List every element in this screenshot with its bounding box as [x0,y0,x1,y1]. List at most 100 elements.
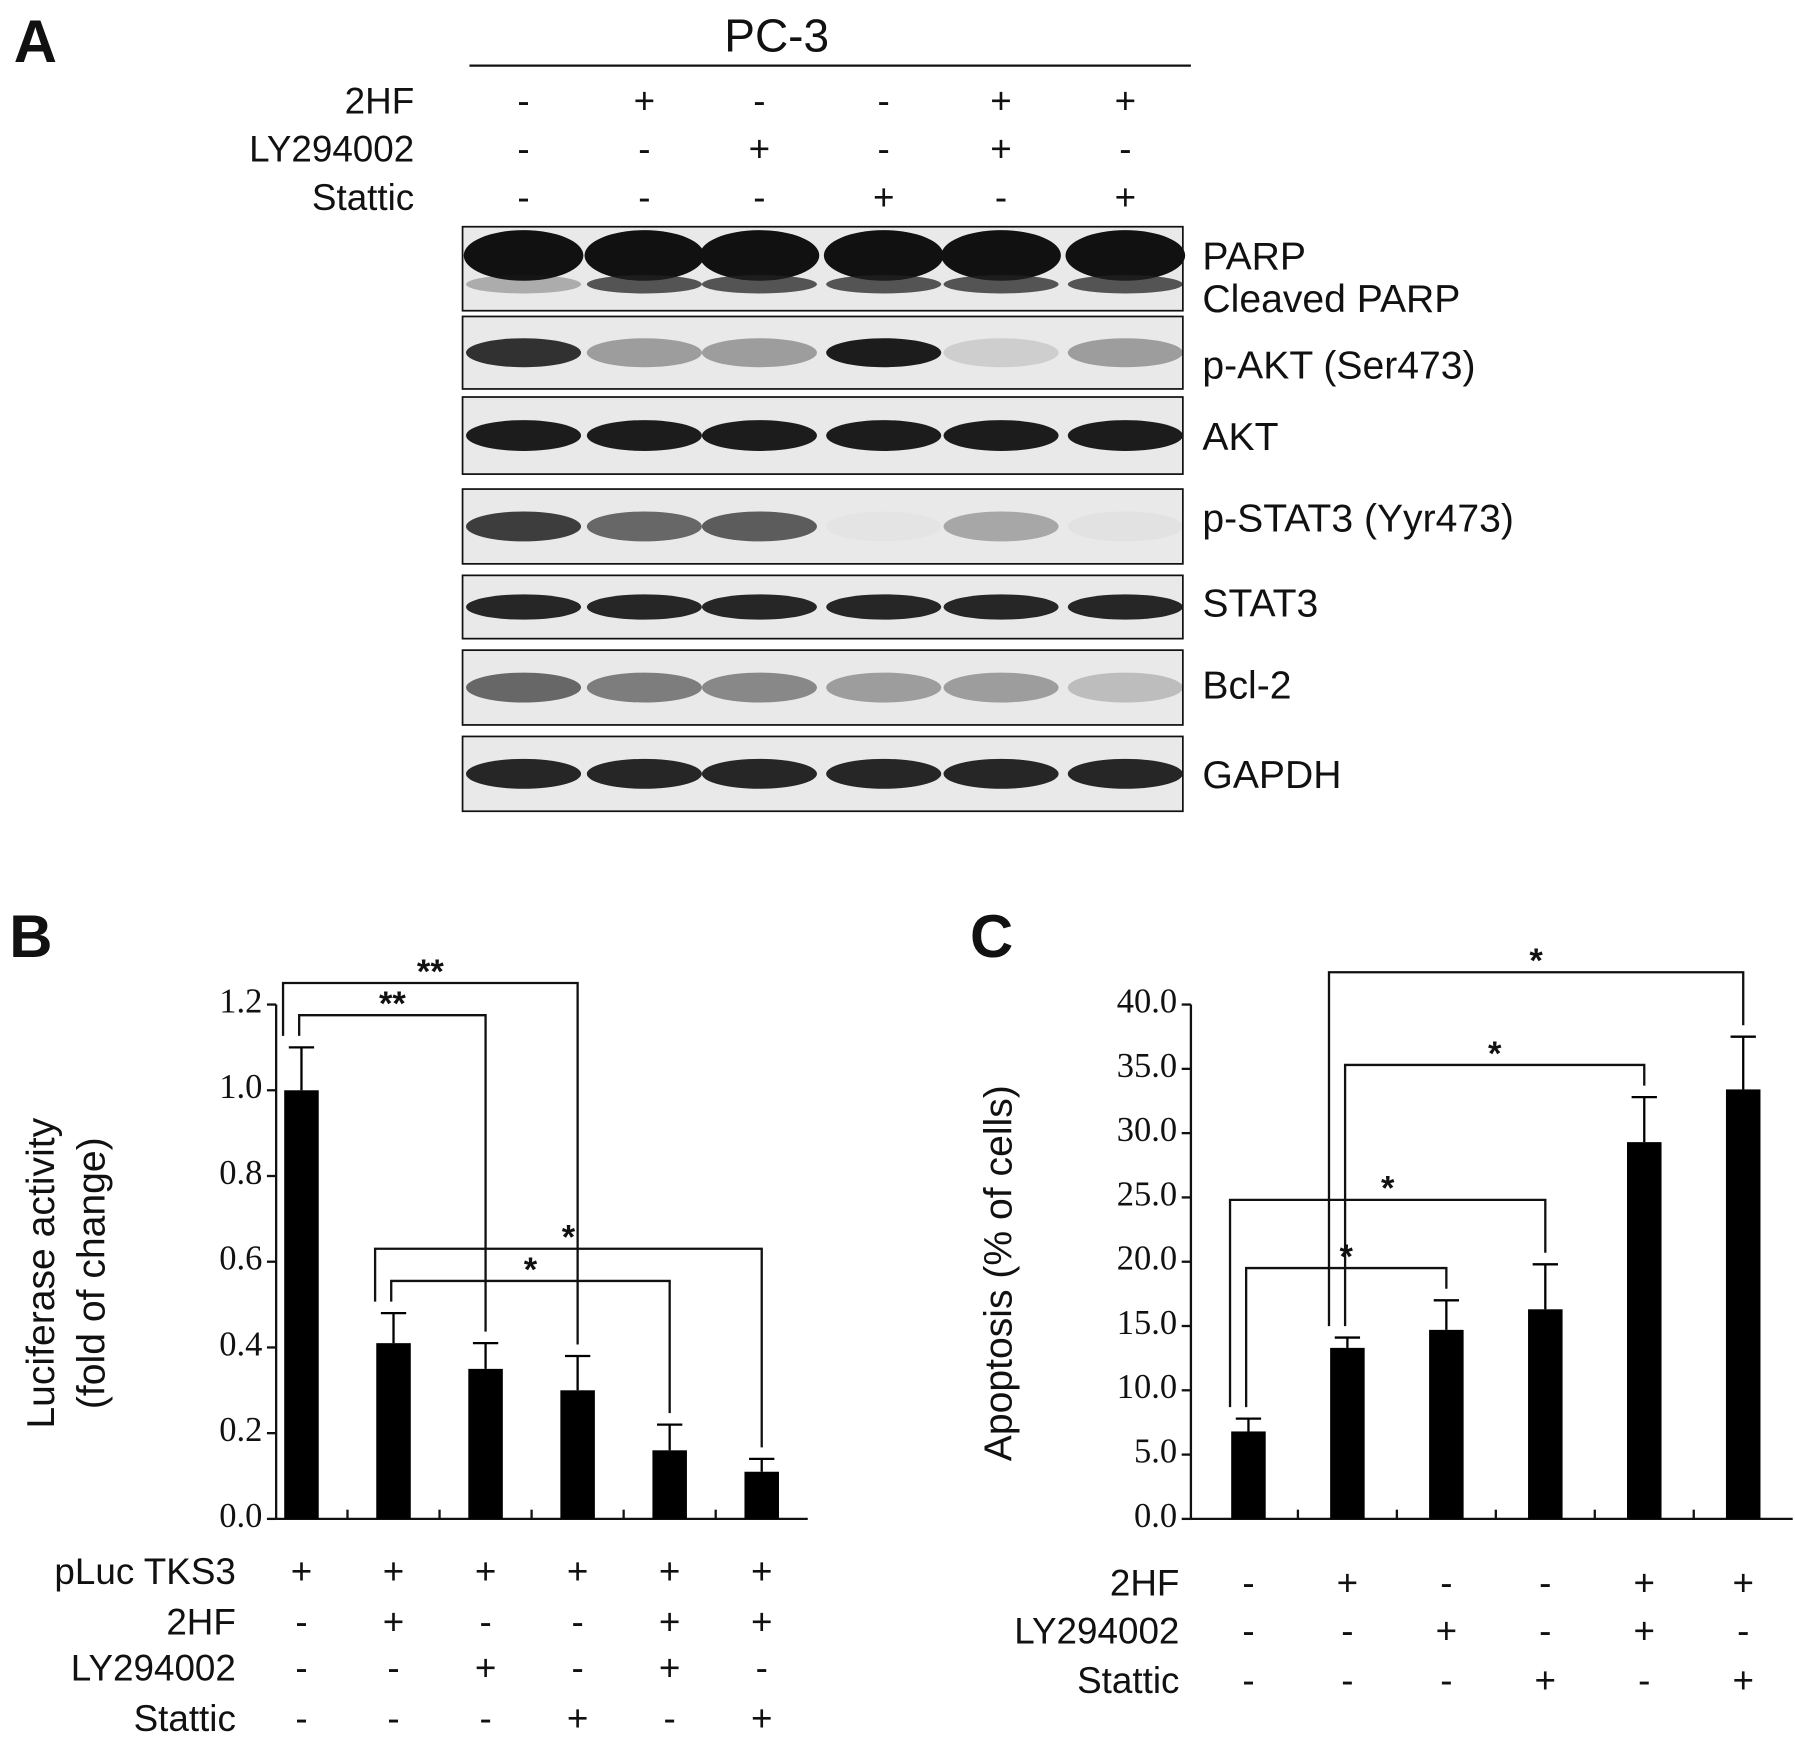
blot-band [586,672,702,703]
protein-label: GAPDH [1202,754,1341,797]
bar [284,1090,319,1519]
blot-band [701,758,817,789]
blot-band [701,338,817,368]
significance-bracket [298,1014,487,1332]
condition-sign: + [1732,1562,1754,1603]
condition-sign: - [387,1698,399,1739]
blot-band [466,594,582,620]
condition-sign: - [387,1647,399,1688]
blot-band [1065,230,1186,281]
blot-band [586,420,702,451]
treatment-sign: - [995,177,1007,218]
blot-band [1067,594,1183,620]
condition-sign: - [1638,1660,1650,1701]
condition-sign: - [1440,1562,1452,1603]
significance-label: * [562,1219,576,1257]
blot-band [584,230,705,281]
treatment-sign: - [753,177,765,218]
condition-sign: + [567,1551,589,1592]
condition-sign: + [475,1551,497,1592]
treatment-sign: - [517,129,529,170]
condition-label: 2HF [166,1601,236,1642]
blot-band [943,672,1059,703]
blot-panel [461,649,1184,726]
treatment-sign: - [878,129,890,170]
condition-sign: - [295,1647,307,1688]
blot-band [826,594,942,620]
y-tick-label: 25.0 [1117,1175,1177,1213]
treatment-sign: + [873,177,895,218]
condition-sign: - [479,1698,491,1739]
condition-sign: - [295,1601,307,1642]
panel-label: C [970,903,1013,970]
blot-band [1067,338,1183,368]
y-tick-label: 30.0 [1117,1111,1177,1149]
blot-band [943,594,1059,620]
blot-band [943,338,1059,368]
blot-panel [461,488,1184,565]
treatment-sign: + [1115,177,1137,218]
treatment-sign: - [638,129,650,170]
treatment-sign: - [638,177,650,218]
blot-band [466,511,582,542]
y-axis-label: (fold of change) [71,1137,114,1409]
protein-label: p-AKT (Ser473) [1202,345,1475,388]
bar [1231,1431,1266,1519]
treatment-sign: + [990,80,1012,121]
treatment-label: 2HF [345,80,415,121]
bar [1429,1329,1464,1519]
blot-band [466,672,582,703]
blot-band [701,672,817,703]
y-tick-label: 0.6 [219,1240,262,1278]
blot-band [701,420,817,451]
treatment-sign: + [749,129,771,170]
condition-label: LY294002 [71,1647,236,1688]
y-axis-label: Luciferase activity [20,1117,63,1428]
blot-band [943,420,1059,451]
condition-sign: + [1634,1611,1655,1652]
blot-band [1067,758,1183,789]
blot-band [466,420,582,451]
treatment-label: LY294002 [249,129,414,170]
blot-band [943,275,1059,294]
blot-band [826,672,942,703]
treatment-sign: + [1115,80,1137,121]
bar [1528,1309,1563,1519]
treatment-sign: - [1119,129,1131,170]
treatment-sign: - [878,80,890,121]
blot-band [1068,512,1183,542]
condition-sign: + [659,1601,681,1642]
y-tick-label: 0.8 [219,1154,262,1192]
condition-sign: + [1337,1562,1358,1603]
treatment-sign: + [634,80,656,121]
y-tick-label: 5.0 [1134,1433,1177,1471]
blot-band [586,594,702,620]
condition-label: Stattic [1077,1660,1179,1701]
condition-sign: + [1436,1611,1458,1652]
condition-label: pLuc TKS3 [54,1551,235,1592]
blot-band [586,275,702,294]
y-tick-label: 20.0 [1117,1240,1177,1278]
condition-sign: + [751,1698,773,1739]
protein-label: PARP [1202,235,1306,278]
blot-band [701,275,817,294]
y-tick-label: 10.0 [1117,1368,1177,1406]
protein-label: Bcl-2 [1202,664,1291,707]
significance-bracket [390,1279,671,1414]
condition-sign: + [475,1647,497,1688]
blot-band [466,758,582,789]
protein-label: AKT [1202,416,1278,459]
blot-band [466,338,582,368]
bar [468,1368,503,1519]
condition-sign: - [1242,1660,1254,1701]
significance-label: ** [379,985,406,1023]
treatment-sign: - [517,177,529,218]
treatment-label: Stattic [312,177,414,218]
y-tick-label: 0.2 [219,1411,262,1449]
y-tick-label: 0.4 [219,1325,262,1363]
protein-label: Cleaved PARP [1202,278,1460,321]
treatment-sign: + [990,129,1012,170]
blot-band [466,275,582,294]
